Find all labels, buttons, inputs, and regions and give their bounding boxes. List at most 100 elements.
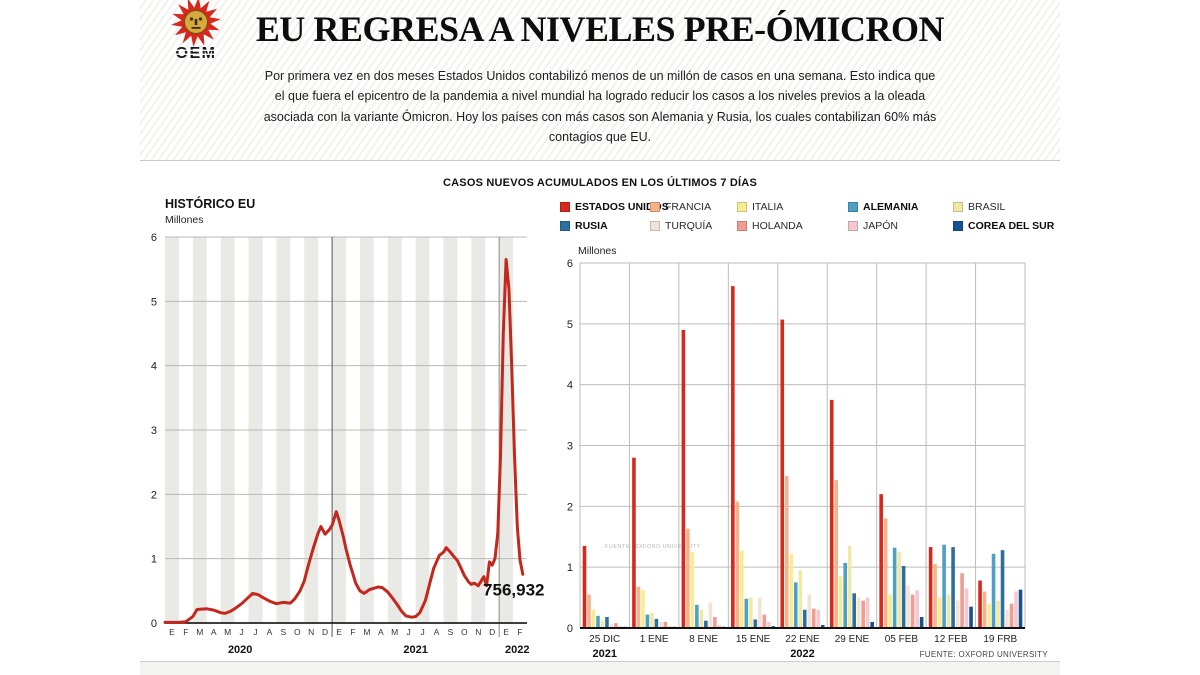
- legend-swatch: [953, 221, 963, 231]
- sun-eye-right: [198, 17, 203, 21]
- bar-japón: [816, 609, 821, 628]
- bar-corea-del-sur: [919, 617, 924, 628]
- legend-swatch: [560, 202, 570, 212]
- bar-estados-unidos: [978, 580, 982, 628]
- y-tick-label: 2: [151, 489, 157, 501]
- legend-swatch: [953, 202, 963, 212]
- bar-japón: [915, 590, 919, 628]
- month-label: O: [294, 627, 301, 637]
- page-title: EU REGRESA A NIVELES PRE-ÓMICRON: [255, 9, 945, 49]
- history-chart-title: HISTÓRICO EU: [165, 197, 256, 211]
- category-label: 19 FRB: [983, 634, 1017, 645]
- month-label: M: [363, 627, 370, 637]
- legend-item: FRANCIA: [650, 201, 737, 213]
- month-label: F: [183, 627, 188, 637]
- y-tick-label: 6: [567, 258, 573, 270]
- bar-alemania: [645, 614, 650, 628]
- year-label: 2022: [505, 644, 529, 656]
- legend-item: ITALIA: [737, 201, 848, 213]
- bar-francia: [784, 475, 789, 628]
- bar-turquía: [856, 597, 861, 628]
- bar-brasil: [996, 600, 1000, 629]
- bar-estados-unidos: [829, 399, 834, 629]
- legend-swatch: [737, 221, 747, 231]
- source-label: FUENTE: OXFORD UNIVERSITY: [920, 650, 1049, 659]
- category-label: 22 ENE: [785, 634, 820, 645]
- bar-rusia: [654, 618, 659, 629]
- y-tick-label: 1: [151, 554, 157, 566]
- bar-rusia: [852, 593, 856, 628]
- bar-turquía: [609, 624, 614, 628]
- bar-italia: [789, 553, 794, 628]
- y-tick-label: 3: [567, 441, 573, 453]
- bar-japón: [865, 597, 870, 628]
- month-label: D: [322, 627, 328, 637]
- legend-item: HOLANDA: [737, 220, 848, 232]
- sun-mouth: [191, 27, 201, 29]
- legend-swatch: [737, 202, 747, 212]
- month-label: M: [224, 627, 231, 637]
- legend-swatch: [848, 221, 858, 231]
- bar-turquía: [955, 600, 960, 629]
- bar-alemania: [793, 582, 798, 629]
- bar-estados-unidos: [879, 494, 883, 628]
- y-tick-label: 5: [151, 296, 157, 308]
- bar-japón: [766, 621, 771, 628]
- bar-brasil: [650, 612, 654, 628]
- bar-rusia: [605, 617, 609, 628]
- y-tick-label: 6: [151, 232, 157, 244]
- bar-italia: [888, 594, 892, 628]
- month-label: A: [267, 627, 273, 637]
- sun-nose: [194, 19, 198, 25]
- bar-italia: [591, 609, 596, 628]
- legend-item: RUSIA: [560, 220, 650, 232]
- bar-francia: [587, 594, 591, 628]
- bar-rusia: [704, 620, 708, 628]
- bar-japón: [1014, 591, 1018, 628]
- legend-swatch: [650, 221, 660, 231]
- bar-corea-del-sur: [1018, 589, 1023, 629]
- legend-swatch: [848, 202, 858, 212]
- bars-unit-label: Millones: [578, 245, 617, 257]
- bar-estados-unidos: [780, 319, 785, 628]
- month-label: F: [350, 627, 355, 637]
- legend-label: RUSIA: [575, 220, 608, 232]
- logo-slat: [175, 53, 217, 55]
- bar-estados-unidos: [681, 329, 686, 628]
- month-label: J: [239, 627, 243, 637]
- month-label: E: [169, 627, 175, 637]
- bar-holanda: [861, 600, 865, 629]
- oem-sun-icon: OEM: [171, 0, 221, 62]
- legend-label: COREA DEL SUR: [968, 220, 1055, 232]
- month-label: E: [336, 627, 342, 637]
- y-tick-label: 4: [151, 361, 157, 373]
- category-label: 15 ENE: [736, 634, 771, 645]
- month-label: M: [391, 627, 398, 637]
- legend-label: BRASIL: [968, 201, 1006, 213]
- header-banner: OEM EU REGRESA A NIVELES PRE-ÓMICRON Por…: [140, 0, 1060, 161]
- bar-francia: [982, 591, 987, 628]
- bar-estados-unidos: [928, 547, 933, 628]
- month-label: N: [308, 627, 314, 637]
- bar-italia: [641, 590, 645, 628]
- month-label: S: [448, 627, 454, 637]
- page-subtitle: Por primera vez en dos meses Estados Uni…: [263, 69, 937, 144]
- bar-holanda: [713, 617, 717, 628]
- bar-alemania: [596, 615, 600, 628]
- month-label: A: [211, 627, 217, 637]
- month-label: J: [253, 627, 257, 637]
- bar-brasil: [798, 570, 803, 628]
- year-label: 2022: [790, 648, 814, 660]
- legend-item: BRASIL: [953, 201, 1060, 213]
- month-label: D: [489, 627, 495, 637]
- oem-logo-text: OEM: [176, 45, 217, 62]
- category-label: 05 FEB: [885, 634, 919, 645]
- bar-italia: [937, 597, 942, 628]
- legend-item: JAPÓN: [848, 220, 953, 232]
- bar-turquía: [758, 597, 762, 628]
- legend-item: TURQUÍA: [650, 220, 737, 232]
- bar-alemania: [695, 604, 699, 628]
- bar-francia: [686, 528, 690, 628]
- bar-corea-del-sur: [820, 624, 825, 628]
